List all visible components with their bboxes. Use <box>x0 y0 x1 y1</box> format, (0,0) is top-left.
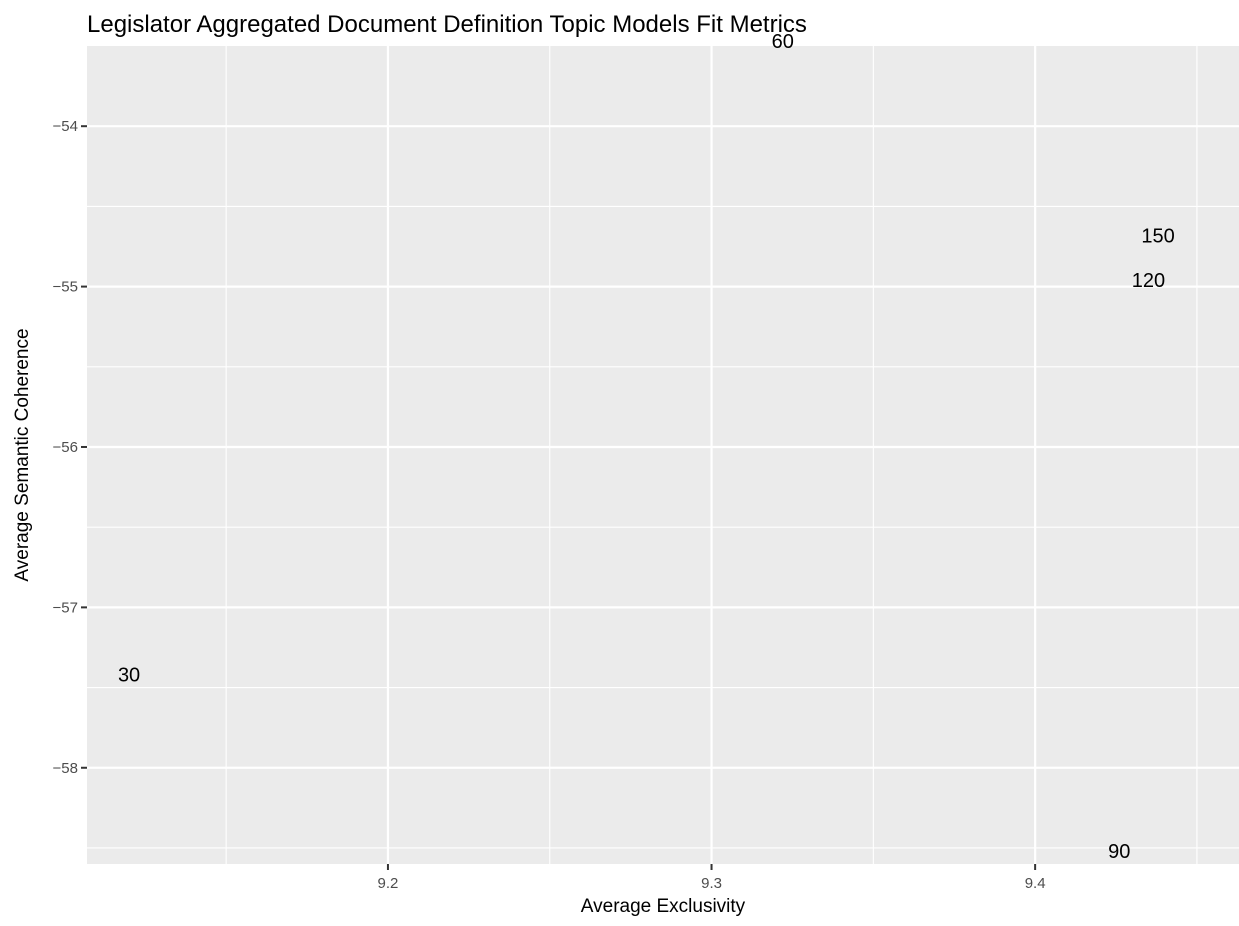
x-axis-ticks: 9.2 9.3 9.4 <box>378 864 1046 892</box>
x-tick-label-2: 9.4 <box>1025 875 1046 892</box>
x-axis-title: Average Exclusivity <box>581 896 746 917</box>
y-tick-label-1: −55 <box>53 279 78 296</box>
y-axis-title: Average Semantic Coherence <box>12 328 33 581</box>
plot-panel <box>87 46 1239 864</box>
point-label-0: 30 <box>118 665 140 687</box>
minor-gridlines <box>87 46 1239 864</box>
point-label-1: 60 <box>772 31 794 53</box>
x-tick-label-0: 9.2 <box>378 875 399 892</box>
y-axis-ticks: −54 −55 −56 −57 −58 <box>53 118 87 777</box>
major-gridlines <box>87 46 1239 864</box>
y-tick-label-2: −56 <box>53 439 78 456</box>
x-tick-label-1: 9.3 <box>701 875 722 892</box>
y-tick-label-0: −54 <box>53 118 78 135</box>
chart-title: Legislator Aggregated Document Definitio… <box>87 11 807 38</box>
data-points: 30 60 90 120 150 <box>118 31 1175 863</box>
point-label-4: 150 <box>1141 225 1174 247</box>
y-tick-label-4: −58 <box>53 760 78 777</box>
point-label-2: 90 <box>1108 841 1130 863</box>
y-tick-label-3: −57 <box>53 599 78 616</box>
point-label-3: 120 <box>1132 270 1165 292</box>
